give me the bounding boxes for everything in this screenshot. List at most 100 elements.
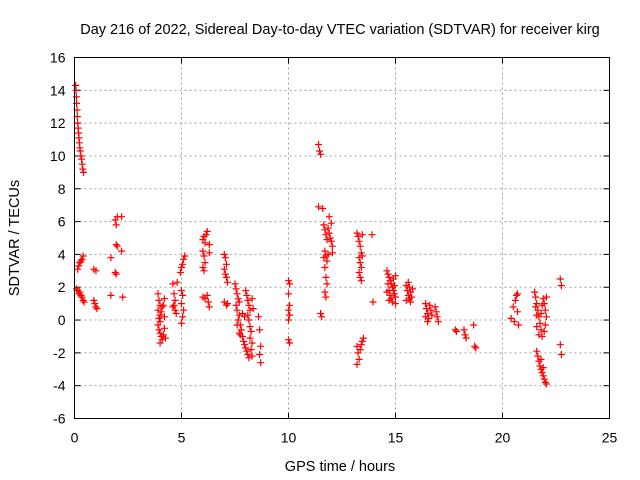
data-point xyxy=(155,326,163,334)
data-point xyxy=(178,300,185,308)
data-point xyxy=(245,354,253,362)
data-point xyxy=(355,237,363,245)
data-point xyxy=(425,314,433,322)
x-tick-label: 20 xyxy=(495,430,511,446)
data-point xyxy=(357,264,365,271)
data-point xyxy=(320,254,328,262)
data-point xyxy=(91,300,99,308)
data-point xyxy=(323,280,331,288)
data-point xyxy=(537,326,545,334)
data-point xyxy=(179,260,187,268)
data-point xyxy=(236,331,244,339)
data-point xyxy=(79,165,87,173)
data-point xyxy=(315,203,322,211)
data-point xyxy=(357,341,365,349)
data-point xyxy=(556,341,564,349)
data-point xyxy=(221,254,229,262)
data-point xyxy=(154,290,162,298)
y-axis-label: SDTVAR / TECUs xyxy=(7,180,23,296)
data-point xyxy=(234,316,242,324)
data-point xyxy=(220,250,228,258)
data-point xyxy=(77,152,85,160)
data-point xyxy=(246,306,254,314)
data-point xyxy=(356,242,364,250)
data-point xyxy=(170,290,178,298)
data-point xyxy=(539,372,547,380)
data-point xyxy=(392,300,399,308)
data-point xyxy=(471,342,479,350)
data-point xyxy=(247,346,255,354)
data-point xyxy=(541,321,549,329)
data-point xyxy=(384,280,392,288)
x-tick-label: 5 xyxy=(178,430,186,446)
data-point xyxy=(112,241,120,249)
data-point xyxy=(248,339,256,347)
data-point xyxy=(77,291,85,299)
data-point xyxy=(156,329,164,337)
data-point xyxy=(246,334,254,342)
data-point xyxy=(80,168,87,176)
data-point xyxy=(388,298,396,306)
data-point xyxy=(202,231,210,239)
data-point xyxy=(422,300,429,308)
plot-frame xyxy=(74,57,610,419)
data-point xyxy=(327,219,335,227)
data-point xyxy=(542,313,550,321)
data-point xyxy=(72,93,80,101)
data-point xyxy=(107,291,115,299)
data-point xyxy=(205,241,213,249)
data-point xyxy=(285,306,292,314)
data-point xyxy=(72,86,80,94)
data-point xyxy=(78,255,86,263)
data-point xyxy=(119,293,127,301)
y-tick-label: 0 xyxy=(58,312,66,328)
data-point xyxy=(243,291,251,299)
data-point xyxy=(427,306,435,314)
data-point xyxy=(224,278,231,286)
data-point xyxy=(384,270,392,278)
data-point xyxy=(244,296,252,304)
data-point xyxy=(514,308,521,316)
data-point xyxy=(368,231,376,239)
data-point xyxy=(392,293,399,301)
data-point xyxy=(542,380,550,388)
data-point xyxy=(353,360,361,368)
data-point xyxy=(317,310,325,317)
data-point xyxy=(540,328,548,335)
data-point xyxy=(539,295,547,303)
data-point xyxy=(248,352,256,360)
data-point xyxy=(510,318,518,326)
data-point xyxy=(556,275,564,283)
data-point xyxy=(323,236,331,244)
y-tick-label: 4 xyxy=(58,246,66,262)
data-point xyxy=(222,273,230,281)
data-point xyxy=(321,226,329,234)
data-point xyxy=(434,318,442,326)
data-point xyxy=(540,375,548,383)
data-point xyxy=(358,252,366,260)
data-point xyxy=(178,287,185,294)
data-point xyxy=(356,259,364,267)
data-point xyxy=(318,313,326,321)
data-point xyxy=(537,310,545,317)
data-point xyxy=(107,254,115,262)
data-point xyxy=(249,305,257,313)
data-point xyxy=(405,283,413,291)
data-point xyxy=(222,301,230,309)
data-point xyxy=(326,234,334,242)
data-point xyxy=(515,321,522,329)
data-point xyxy=(353,229,361,237)
data-point xyxy=(235,329,243,337)
data-point xyxy=(231,280,239,288)
data-point xyxy=(324,250,332,258)
data-point xyxy=(537,355,545,363)
data-point xyxy=(235,311,243,319)
data-point xyxy=(92,267,100,275)
data-point xyxy=(171,296,179,304)
data-point xyxy=(285,316,292,324)
data-point xyxy=(532,293,540,301)
chart-title: Day 216 of 2022, Sidereal Day-to-day VTE… xyxy=(80,22,600,38)
data-point xyxy=(154,306,162,314)
data-point xyxy=(179,291,187,299)
